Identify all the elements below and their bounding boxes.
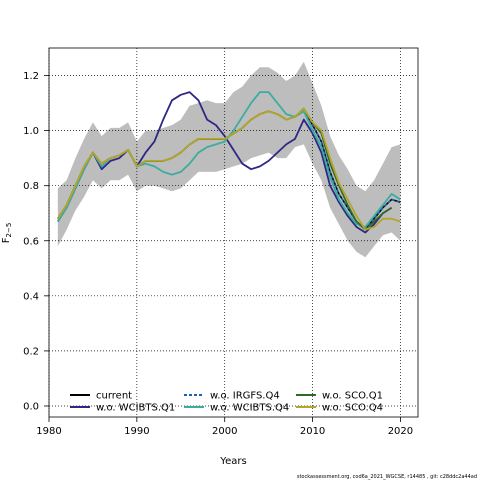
legend-label-1: w.o. WCIBTS.Q1 <box>96 403 175 414</box>
x-tick-label: 1980 <box>36 426 61 437</box>
series-lines <box>57 91 401 234</box>
y-tick-label: 0.8 <box>23 181 39 192</box>
y-tick-label: 0.2 <box>23 346 39 357</box>
y-axis: 0.0 0.2 0.4 0.6 0.8 1.0 1.2 <box>23 71 49 412</box>
footer-credit: stockassessment.org, cod6a_2021_WGCSE, r… <box>297 474 477 480</box>
y-tick-label: 0.4 <box>23 291 39 302</box>
y-tick-label: 1.0 <box>23 126 39 137</box>
legend-label-2: w.o. IRGFS.Q4 <box>210 391 280 402</box>
legend-label-0: current <box>96 391 132 402</box>
x-axis: 1980 1990 2000 2010 2020 <box>36 417 413 437</box>
plot-frame <box>48 47 419 418</box>
legend-label-4: w.o. SCO.Q1 <box>322 391 383 402</box>
y-tick-label: 1.2 <box>23 71 39 82</box>
legend-label-3: w.o. WCIBTS.Q4 <box>210 403 289 414</box>
series-line-5 <box>57 107 401 231</box>
y-axis-title: F2−5 <box>1 223 13 244</box>
y-axis-title-main: F <box>1 237 12 243</box>
confidence-band <box>57 61 401 258</box>
x-tick-label: 2020 <box>388 426 413 437</box>
x-tick-label: 1990 <box>124 426 149 437</box>
series-line-1 <box>57 91 393 234</box>
x-axis-title: Years <box>219 456 246 467</box>
x-tick-label: 2000 <box>212 426 237 437</box>
band-area <box>57 61 401 258</box>
y-tick-label: 0.0 <box>23 401 39 412</box>
y-axis-title-subscript: 2−5 <box>5 223 13 238</box>
x-tick-label: 2010 <box>300 426 325 437</box>
legend-label-5: w.o. SCO.Q4 <box>322 403 383 414</box>
y-tick-label: 0.6 <box>23 236 39 247</box>
